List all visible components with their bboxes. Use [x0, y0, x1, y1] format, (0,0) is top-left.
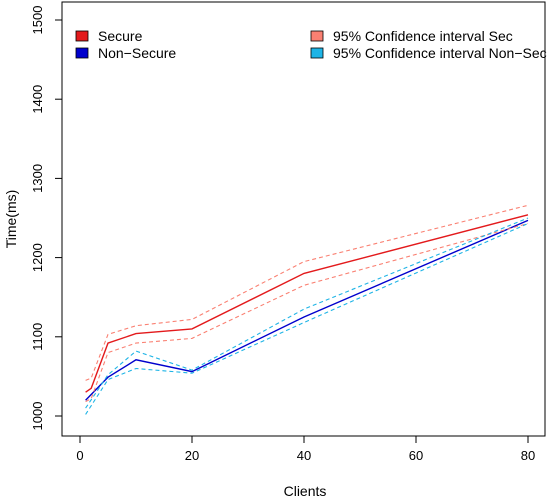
legend-label: 95% Confidence interval Sec: [333, 28, 513, 44]
legend-swatch: [75, 47, 89, 59]
legend-swatch: [75, 30, 89, 42]
series-line-5: [85, 222, 529, 415]
y-tick-label: 1400: [30, 85, 45, 114]
legend-label: Non−Secure: [98, 45, 176, 61]
series-line-3: [85, 222, 529, 403]
plot-frame: [61, 1, 546, 437]
plot-area: [61, 1, 546, 437]
x-tick-label: 60: [409, 448, 423, 463]
series-line-0: [85, 214, 529, 393]
legend-label: Secure: [98, 28, 143, 44]
legend-label: 95% Confidence interval Non−Sec: [333, 45, 547, 61]
x-tick-label: 80: [521, 448, 535, 463]
x-tick-label: 20: [185, 448, 199, 463]
legend-swatch: [310, 30, 324, 42]
y-tick-label: 1100: [30, 323, 45, 351]
series-layer: [85, 204, 529, 415]
y-tick-label: 1000: [30, 402, 45, 431]
y-tick-label: 1300: [30, 164, 45, 193]
y-tick-label: 1500: [30, 6, 45, 35]
x-tick-label: 0: [76, 448, 83, 463]
series-line-4: [85, 217, 529, 409]
legend-swatch: [310, 47, 324, 59]
axes-layer: 0 20 40 60 80 1000 1100 1200 1300 1400 1500: [30, 6, 535, 463]
x-tick-label: 40: [297, 448, 311, 463]
y-tick-label: 1200: [30, 243, 45, 272]
x-axis-label: Clients: [284, 483, 327, 499]
series-line-1: [85, 219, 529, 401]
y-axis-label: Time(ms): [3, 190, 19, 249]
